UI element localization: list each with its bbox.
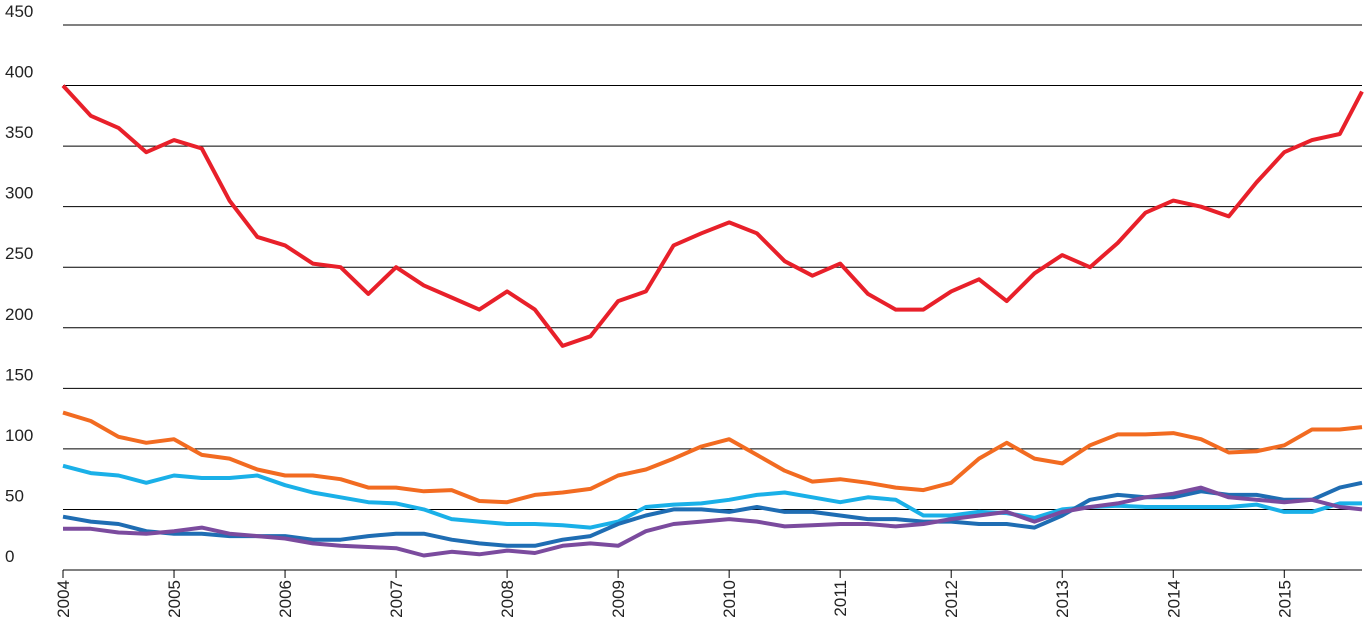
x-tick-label: 2011 [831,580,850,617]
x-tick-label: 2006 [276,580,295,618]
line-series [63,485,1363,558]
y-tick-label: 200 [5,305,33,324]
y-tick-label: 300 [5,184,33,203]
line-series [62,410,1363,505]
x-tick-label: 2010 [720,580,739,618]
x-tick-label: 2007 [387,580,406,618]
y-tick-label: 0 [5,547,14,566]
line-series [61,84,1364,348]
x-tick-label: 2005 [165,580,184,618]
y-tick-label: 50 [5,486,24,505]
y-tick-label: 450 [5,2,33,21]
x-tick-label: 2004 [54,580,73,618]
y-tick-label: 100 [5,426,33,445]
line-series [62,463,1362,530]
x-tick-label: 2008 [498,580,517,618]
y-tick-label: 400 [5,63,33,82]
y-tick-label: 250 [5,244,33,263]
y-tick-label: 350 [5,123,33,142]
x-tick-label: 2012 [942,580,961,618]
x-tick-label: 2015 [1275,580,1294,618]
x-tick-label: 2013 [1053,580,1072,618]
x-tick-label: 2009 [609,580,628,618]
y-tick-label: 150 [5,365,33,384]
x-tick-label: 2014 [1164,580,1183,618]
